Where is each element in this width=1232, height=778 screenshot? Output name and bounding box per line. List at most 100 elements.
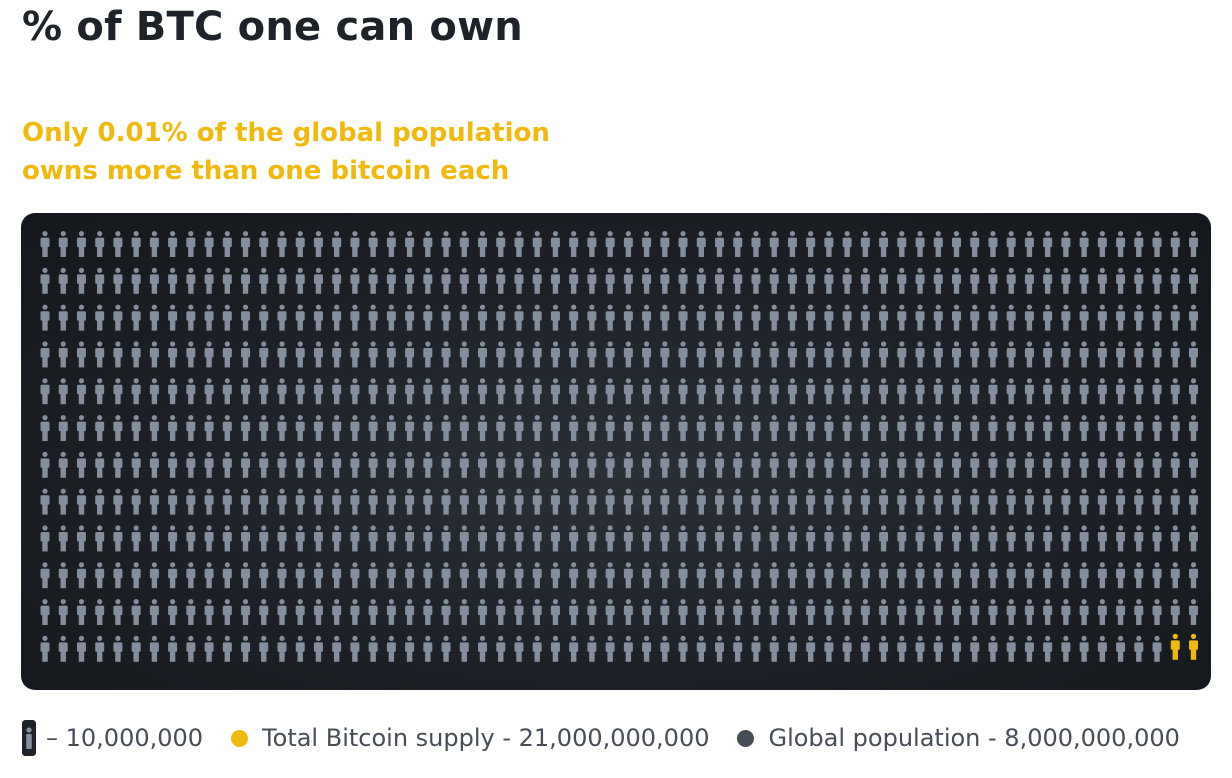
person-icon [1152, 304, 1162, 331]
person-icon [988, 599, 998, 625]
person-icon [131, 341, 141, 368]
person-icon [1079, 415, 1089, 441]
person-icon [751, 415, 761, 441]
person-icon [277, 635, 287, 662]
person-icon [113, 267, 123, 294]
person-icon [860, 599, 870, 625]
person-icon [532, 415, 542, 441]
person-icon [970, 525, 980, 552]
person-icon [660, 451, 670, 478]
person-icon [988, 341, 998, 368]
person-icon [405, 562, 415, 589]
person-icon [933, 231, 943, 257]
person-icon [241, 562, 251, 589]
person-icon [1024, 599, 1034, 625]
person-icon [879, 267, 889, 294]
person-icon [933, 267, 943, 294]
person-icon [1116, 599, 1126, 625]
person-icon [386, 231, 396, 257]
person-icon [131, 525, 141, 552]
person-icon [1134, 231, 1144, 257]
person-icon [569, 635, 579, 662]
person-icon [295, 341, 305, 368]
person-icon [587, 562, 597, 589]
person-icon [970, 488, 980, 515]
person-icon [897, 599, 907, 625]
person-icon [733, 378, 743, 405]
person-icon [860, 378, 870, 405]
person-icon [678, 562, 688, 589]
person-icon [605, 304, 615, 331]
person-icon [58, 599, 68, 625]
person-icon [186, 525, 196, 552]
person-icon [733, 451, 743, 478]
person-icon [751, 599, 761, 625]
person-icon [350, 341, 360, 368]
person-icon [113, 341, 123, 368]
person-icon [1188, 378, 1198, 405]
person-icon [459, 267, 469, 294]
person-icon [550, 562, 560, 589]
person-icon [1097, 267, 1107, 294]
person-icon [733, 562, 743, 589]
person-icon [532, 267, 542, 294]
person-icon [1134, 378, 1144, 405]
person-icon [715, 231, 725, 257]
person-icon [386, 341, 396, 368]
person-icon [1079, 378, 1089, 405]
person-icon [259, 415, 269, 441]
person-icon [733, 488, 743, 515]
person-icon [222, 488, 232, 515]
person-icon [787, 231, 797, 257]
person-icon [441, 635, 451, 662]
person-icon [168, 341, 178, 368]
person-icon [1134, 488, 1144, 515]
person-icon [22, 720, 36, 756]
person-icon [113, 415, 123, 441]
person-icon [550, 378, 560, 405]
person-icon [587, 599, 597, 625]
person-icon [532, 635, 542, 662]
person-icon [696, 525, 706, 552]
person-icon [696, 599, 706, 625]
person-icon [642, 341, 652, 368]
person-icon [842, 341, 852, 368]
person-icon [842, 378, 852, 405]
person-icon [350, 635, 360, 662]
person-icon [715, 341, 725, 368]
person-icon [441, 231, 451, 257]
person-icon [423, 231, 433, 257]
person-icon [149, 415, 159, 441]
subtitle-line-1: Only 0.01% of the global population [22, 118, 550, 148]
person-icon [222, 451, 232, 478]
person-icon [787, 562, 797, 589]
person-icon [569, 231, 579, 257]
person-icon [441, 488, 451, 515]
person-icon [1006, 635, 1016, 662]
person-icon [131, 267, 141, 294]
person-icon [1116, 378, 1126, 405]
person-icon [1061, 525, 1071, 552]
person-icon [860, 341, 870, 368]
person-icon [1152, 267, 1162, 294]
person-icon [860, 304, 870, 331]
person-icon [222, 304, 232, 331]
person-icon [222, 231, 232, 257]
person-icon [1006, 341, 1016, 368]
person-icon [642, 231, 652, 257]
person-icon [660, 304, 670, 331]
person-icon [149, 635, 159, 662]
person-icon [696, 635, 706, 662]
person-icon [1006, 488, 1016, 515]
person-icon [1043, 635, 1053, 662]
person-icon [168, 525, 178, 552]
person-icon [842, 525, 852, 552]
person-icon [879, 635, 889, 662]
person-icon [1024, 267, 1034, 294]
person-icon [222, 341, 232, 368]
person-icon [496, 341, 506, 368]
person-icon [842, 562, 852, 589]
person-icon [550, 451, 560, 478]
person-icon [897, 231, 907, 257]
person-icon [149, 488, 159, 515]
